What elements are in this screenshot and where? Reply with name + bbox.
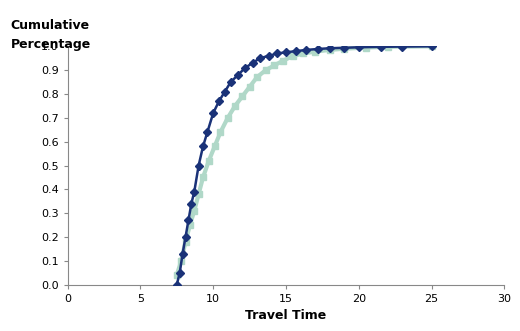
Timing Plan A xyxy=(196,164,202,167)
Timing Plan A xyxy=(191,190,198,194)
Timing Plan B xyxy=(254,75,260,79)
Timing Plan A xyxy=(265,54,271,58)
Timing Plan B xyxy=(271,64,278,68)
Timing Plan A xyxy=(210,111,216,115)
Timing Plan B xyxy=(191,209,198,213)
Timing Plan B xyxy=(341,47,347,51)
Timing Plan A xyxy=(222,90,228,94)
Timing Plan B xyxy=(301,52,307,56)
Timing Plan A xyxy=(315,47,321,51)
Line: Timing Plan A: Timing Plan A xyxy=(174,44,434,287)
Timing Plan B xyxy=(174,273,180,277)
Timing Plan A xyxy=(257,56,263,60)
Timing Plan A xyxy=(341,46,347,50)
Timing Plan B xyxy=(280,59,286,63)
Timing Plan A xyxy=(185,218,191,222)
Timing Plan B xyxy=(225,116,231,120)
Timing Plan A xyxy=(378,45,384,49)
Timing Plan A xyxy=(188,202,194,206)
Timing Plan B xyxy=(217,130,224,134)
Timing Plan B xyxy=(239,94,245,98)
Timing Plan A xyxy=(177,271,183,275)
Timing Plan A xyxy=(356,45,362,49)
Timing Plan A xyxy=(200,144,206,148)
Timing Plan A xyxy=(179,252,186,256)
Timing Plan A xyxy=(204,130,211,134)
Timing Plan B xyxy=(263,68,269,72)
Timing Plan B xyxy=(290,54,296,58)
Timing Plan B xyxy=(212,144,218,148)
Timing Plan B xyxy=(428,44,435,48)
Timing Plan A xyxy=(274,52,280,56)
Timing Plan B xyxy=(187,223,193,227)
Timing Plan B xyxy=(196,192,202,196)
Timing Plan A xyxy=(250,61,256,65)
Timing Plan A xyxy=(183,235,189,239)
Timing Plan A xyxy=(242,66,249,70)
Timing Plan B xyxy=(312,50,318,54)
Timing Plan A xyxy=(174,283,180,287)
Text: Cumulative: Cumulative xyxy=(11,19,90,32)
X-axis label: Travel Time: Travel Time xyxy=(245,309,327,322)
Timing Plan B xyxy=(200,175,206,179)
Timing Plan B xyxy=(327,48,333,52)
Timing Plan A xyxy=(327,46,333,50)
Timing Plan B xyxy=(385,45,391,49)
Timing Plan B xyxy=(206,159,212,163)
Timing Plan A xyxy=(216,99,222,103)
Line: Timing Plan B: Timing Plan B xyxy=(173,43,435,279)
Timing Plan B xyxy=(363,46,369,50)
Timing Plan A xyxy=(428,44,435,48)
Timing Plan A xyxy=(399,45,406,49)
Timing Plan A xyxy=(293,49,300,53)
Timing Plan A xyxy=(303,48,309,52)
Timing Plan B xyxy=(183,240,189,244)
Timing Plan B xyxy=(178,259,184,263)
Timing Plan A xyxy=(235,73,241,77)
Timing Plan A xyxy=(228,80,234,84)
Timing Plan B xyxy=(232,104,238,108)
Text: Percentage: Percentage xyxy=(11,38,91,51)
Timing Plan B xyxy=(246,85,253,89)
Timing Plan A xyxy=(283,50,289,54)
